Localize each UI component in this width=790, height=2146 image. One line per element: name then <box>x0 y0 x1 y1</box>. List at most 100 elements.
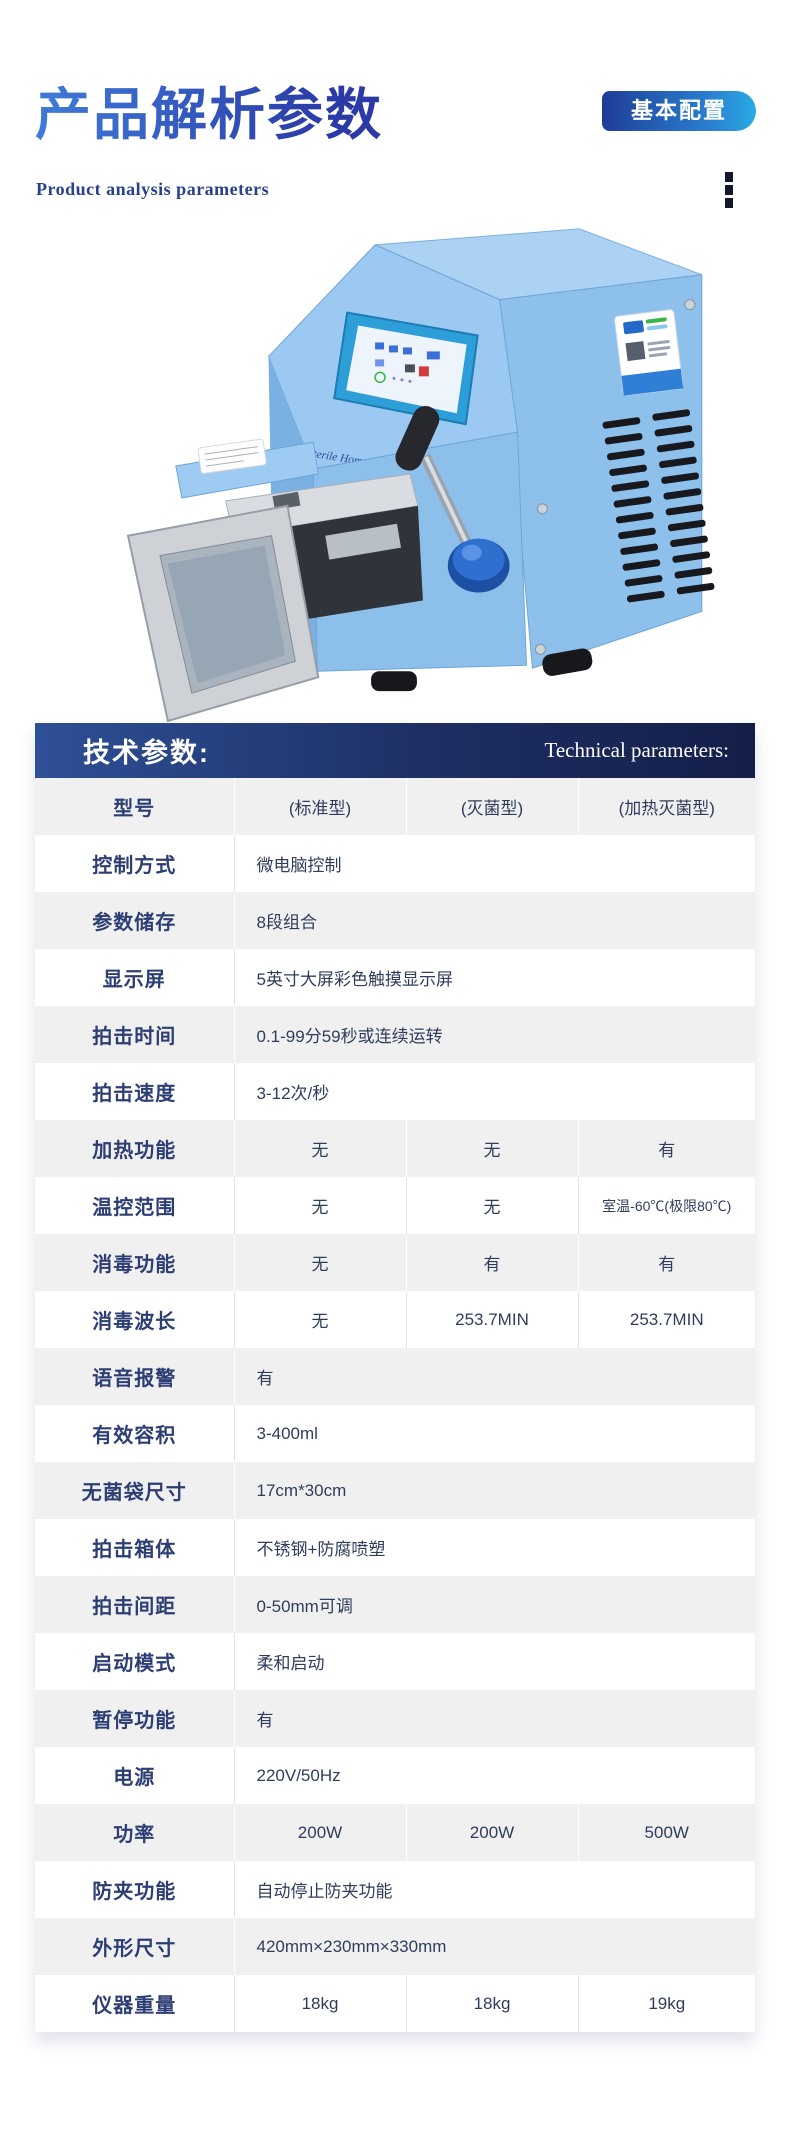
spec-value: 无 <box>405 1177 578 1234</box>
spec-label: 温控范围 <box>92 1197 177 1219</box>
spec-value: 19kg <box>577 1975 755 2032</box>
spec-value: 无 <box>233 1177 406 1234</box>
spec-row: 参数储存 8段组合 <box>35 892 755 949</box>
spec-row: 电源 220V/50Hz <box>35 1747 755 1804</box>
spec-row: 消毒功能无有有 <box>35 1234 755 1291</box>
spec-value: (标准型) <box>233 778 406 835</box>
spec-label: 功率 <box>113 1824 156 1846</box>
spec-table-body: 型号 (标准型) (灭菌型) (加热灭菌型) 控制方式 微电脑控制参数储存 8段组合显示屏 5… <box>35 778 755 2032</box>
spec-row: 拍击间距 0-50mm可调 <box>35 1576 755 1633</box>
spec-label: 消毒波长 <box>92 1311 177 1333</box>
spec-label: 消毒功能 <box>92 1254 177 1276</box>
spec-value: 自动停止防夹功能 <box>233 1861 755 1918</box>
spec-label: 暂停功能 <box>92 1710 177 1732</box>
spec-value: 柔和启动 <box>233 1633 755 1690</box>
spec-value: 不锈钢+防腐喷塑 <box>233 1519 755 1576</box>
spec-value: 253.7MIN <box>405 1291 578 1348</box>
spec-row: 型号 (标准型) (灭菌型) (加热灭菌型) <box>35 778 755 835</box>
vent-slats-icon <box>602 409 715 603</box>
spec-value: (灭菌型) <box>405 778 578 835</box>
spec-row: 显示屏 5英寸大屏彩色触摸显示屏 <box>35 949 755 1006</box>
spec-value: 200W <box>405 1804 578 1861</box>
spec-value: 0.1-99分59秒或连续运转 <box>233 1006 755 1063</box>
spec-row: 暂停功能 有 <box>35 1690 755 1747</box>
spec-value: 微电脑控制 <box>233 835 755 892</box>
spec-value: 无 <box>233 1291 406 1348</box>
spec-value: 3-400ml <box>233 1405 755 1462</box>
product-image-area: Sterile Homogenizer(Stomacher Blender) <box>0 205 790 723</box>
spec-row: 拍击箱体 不锈钢+防腐喷塑 <box>35 1519 755 1576</box>
spec-label: 控制方式 <box>92 855 177 877</box>
technical-parameters-section: 技术参数: Technical parameters: 型号 (标准型) (灭菌型)… <box>35 723 755 2032</box>
spec-row: 无菌袋尺寸 17cm*30cm <box>35 1462 755 1519</box>
touchscreen <box>333 311 479 426</box>
spec-row: 拍击速度 3-12次/秒 <box>35 1063 755 1120</box>
stainless-door <box>126 491 320 723</box>
spec-label: 有效容积 <box>92 1425 177 1447</box>
spec-label: 仪器重量 <box>92 1995 177 2017</box>
table-title-zh: 技术参数: <box>83 738 210 768</box>
spec-label: 加热功能 <box>92 1140 177 1162</box>
paddle <box>325 523 401 560</box>
basic-config-badge: 基本配置 <box>602 91 756 131</box>
spec-value: 3-12次/秒 <box>233 1063 755 1120</box>
side-label-sticker <box>614 309 684 396</box>
spec-value: 5英寸大屏彩色触摸显示屏 <box>233 949 755 1006</box>
spec-value: 253.7MIN <box>577 1291 755 1348</box>
spec-row: 启动模式 柔和启动 <box>35 1633 755 1690</box>
spec-label: 语音报警 <box>92 1368 177 1390</box>
spec-label: 启动模式 <box>92 1653 177 1675</box>
spec-label: 电源 <box>113 1767 156 1789</box>
spec-label: 拍击箱体 <box>92 1539 177 1561</box>
spec-row: 温控范围无无室温-60℃(极限80℃) <box>35 1177 755 1234</box>
spec-label: 拍击速度 <box>92 1083 177 1105</box>
vertical-dots-decoration <box>725 172 734 211</box>
spec-value: 200W <box>233 1804 406 1861</box>
spec-value: 18kg <box>233 1975 406 2032</box>
spec-row: 有效容积 3-400ml <box>35 1405 755 1462</box>
spec-table: 型号 (标准型) (灭菌型) (加热灭菌型) 控制方式 微电脑控制参数储存 8段组合显示屏 5… <box>35 778 755 2032</box>
spec-row: 消毒波长无 253.7MIN 253.7MIN <box>35 1291 755 1348</box>
spec-row: 外形尺寸 420mm×230mm×330mm <box>35 1918 755 1975</box>
chamber-lid <box>175 441 319 499</box>
spec-row: 控制方式 微电脑控制 <box>35 835 755 892</box>
spec-value: (加热灭菌型) <box>577 778 755 835</box>
spec-label: 参数储存 <box>92 912 177 934</box>
spec-value: 17cm*30cm <box>233 1462 755 1519</box>
spec-value: 无 <box>405 1120 578 1177</box>
spec-value: 18kg <box>405 1975 578 2032</box>
spec-table-header: 技术参数: Technical parameters: <box>35 723 755 778</box>
spec-value: 无 <box>233 1120 406 1177</box>
page-header: 产品解析参数 基本配置 Product analysis parameters <box>0 0 790 208</box>
spec-value: 500W <box>577 1804 755 1861</box>
machine-feet <box>371 648 593 692</box>
spec-value: 8段组合 <box>233 892 755 949</box>
spec-row: 语音报警 有 <box>35 1348 755 1405</box>
spec-value: 有 <box>577 1234 755 1291</box>
table-title-en: Technical parameters: <box>544 738 729 762</box>
machine-illustration: Sterile Homogenizer(Stomacher Blender) <box>126 228 715 723</box>
spec-value: 420mm×230mm×330mm <box>233 1918 755 1975</box>
spec-value: 有 <box>233 1348 755 1405</box>
spec-label: 型号 <box>113 798 156 820</box>
spec-label: 无菌袋尺寸 <box>81 1482 187 1504</box>
spec-row: 功率 200W 200W 500W <box>35 1804 755 1861</box>
spec-value: 有 <box>577 1120 755 1177</box>
screw-icons <box>534 299 696 655</box>
spec-label: 拍击间距 <box>92 1596 177 1618</box>
spec-value: 有 <box>233 1690 755 1747</box>
spec-row: 防夹功能 自动停止防夹功能 <box>35 1861 755 1918</box>
spec-row: 拍击时间 0.1-99分59秒或连续运转 <box>35 1006 755 1063</box>
spec-label: 防夹功能 <box>92 1881 177 1903</box>
spec-label: 外形尺寸 <box>92 1938 177 1960</box>
spec-value: 有 <box>405 1234 578 1291</box>
page-subtitle: Product analysis parameters <box>36 179 270 199</box>
page-title: 产品解析参数 <box>35 70 383 151</box>
spec-value: 0-50mm可调 <box>233 1576 755 1633</box>
spec-value: 220V/50Hz <box>233 1747 755 1804</box>
spec-label: 显示屏 <box>102 969 166 991</box>
handle <box>395 406 510 593</box>
spec-value: 无 <box>233 1234 406 1291</box>
spec-row: 加热功能无无有 <box>35 1120 755 1177</box>
